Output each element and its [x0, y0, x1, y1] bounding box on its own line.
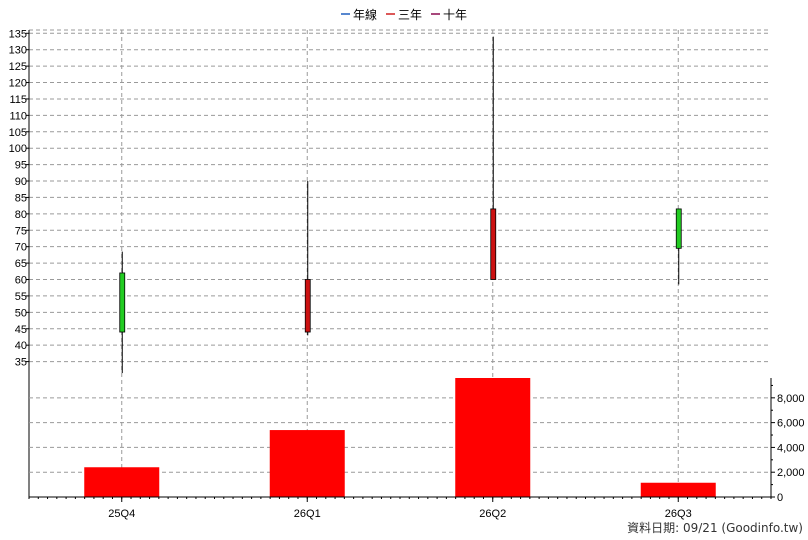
price-tick-label: 110 [9, 110, 27, 122]
volume-tick-label: 4,000 [777, 442, 805, 454]
volume-bar [455, 378, 531, 497]
price-tick-label: 120 [9, 78, 27, 90]
x-tick-label: 26Q3 [665, 508, 692, 520]
x-tick-label: 25Q4 [108, 508, 135, 520]
volume-bar [640, 482, 716, 497]
price-tick-label: 95 [15, 160, 27, 172]
price-tick-label: 55 [15, 291, 27, 303]
price-tick-label: 115 [9, 94, 27, 106]
price-tick-label: 35 [15, 357, 27, 369]
legend-label: 年線 [353, 7, 377, 22]
candle-body [119, 272, 126, 333]
x-axis: 25Q4 26Q1 26Q2 26Q3 [28, 496, 772, 520]
candle-body [675, 208, 682, 249]
volume-tick-label: 8,000 [777, 393, 805, 405]
price-panel: 35 40 45 50 55 60 65 70 75 80 85 90 95 100 105 110 115 12… [9, 28, 771, 497]
legend-label: 三年 [398, 8, 422, 22]
price-tick-label: 90 [15, 176, 27, 188]
price-tick-label: 50 [15, 307, 27, 319]
volume-bar [269, 430, 345, 497]
price-tick-label: 125 [9, 61, 27, 73]
volume-tick-label: 0 [777, 492, 783, 504]
price-tick-label: 100 [9, 143, 27, 155]
volume-bar [84, 467, 160, 497]
volume-tick-label: 2,000 [777, 467, 805, 479]
price-tick-label: 135 [9, 28, 27, 40]
price-tick-label: 40 [15, 340, 27, 352]
price-tick-label: 65 [15, 258, 27, 270]
x-tick-label: 26Q2 [479, 508, 506, 520]
price-tick-label: 70 [15, 242, 27, 254]
price-tick-label: 85 [15, 192, 27, 204]
x-tick-label: 26Q1 [294, 508, 321, 520]
volume-panel: 0 2,000 4,000 6,000 8,000 [29, 378, 805, 504]
price-tick-label: 60 [15, 275, 27, 287]
price-tick-label: 130 [9, 45, 27, 57]
candle-body [490, 208, 497, 280]
candle-body [304, 279, 311, 333]
price-tick-label: 80 [15, 209, 27, 221]
price-tick-label: 75 [15, 225, 27, 237]
price-tick-label: 105 [9, 127, 27, 139]
source-note: 資料日期: 09/21 (Goodinfo.tw) [627, 521, 803, 535]
legend: 年線 三年 十年 [341, 7, 467, 22]
price-tick-label: 45 [15, 324, 27, 336]
volume-tick-label: 6,000 [777, 418, 805, 430]
legend-label: 十年 [443, 8, 467, 22]
